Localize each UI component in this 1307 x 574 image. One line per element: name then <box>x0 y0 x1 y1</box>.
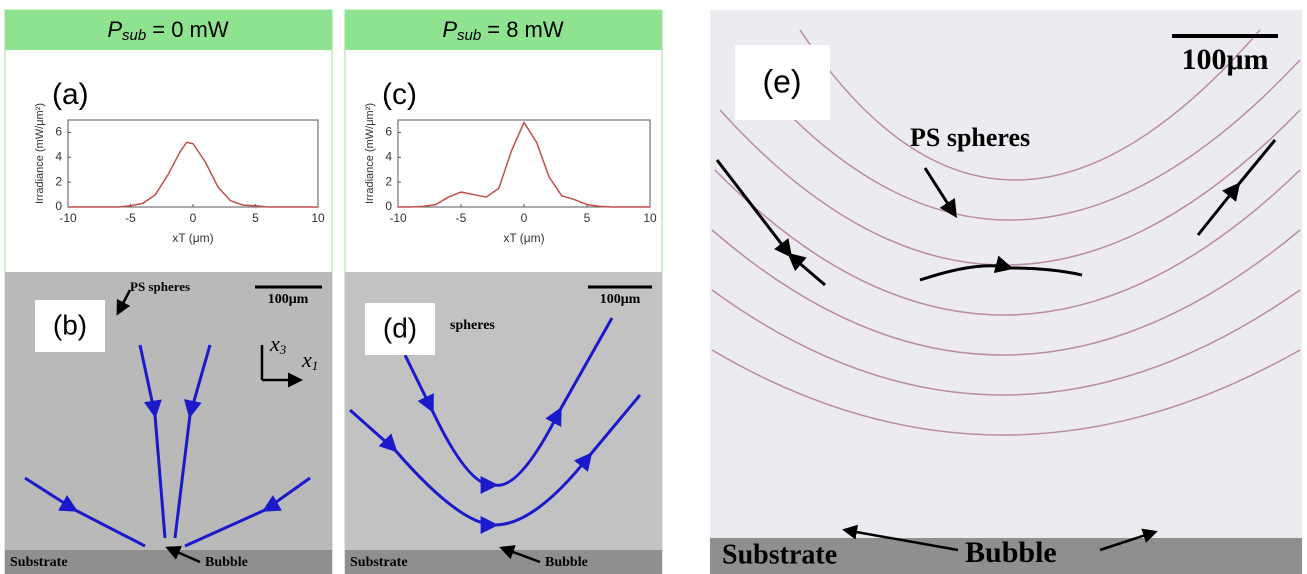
y-axis-label: Irradiance (mW/μm²) <box>34 103 46 204</box>
y-tick-label: 0 <box>385 199 392 213</box>
panel-label: (a) <box>52 78 89 111</box>
annotation: spheres <box>450 318 495 333</box>
x-tick-label: -5 <box>456 211 467 225</box>
annotation: Bubble <box>205 555 248 570</box>
panel-label: (b) <box>53 309 87 340</box>
x-axis-label: xT (μm) <box>503 231 544 245</box>
y-axis-label: Irradiance (mW/μm²) <box>364 103 376 204</box>
figure: Psub= 0 mW Psub= 8 mW (a) (c) (b) PS sph… <box>0 0 1307 574</box>
x-tick-label: 10 <box>311 211 325 225</box>
x-tick-label: 10 <box>643 211 657 225</box>
y-tick-label: 6 <box>385 125 392 139</box>
panel-label: (c) <box>382 78 417 111</box>
panel-label: (d) <box>383 312 417 343</box>
y-tick-label: 2 <box>55 174 62 188</box>
y-tick-label: 4 <box>55 149 62 163</box>
x-tick-label: 5 <box>584 211 591 225</box>
annotation: PS spheres <box>910 123 1030 152</box>
x-tick-label: -5 <box>125 211 136 225</box>
annotation: Substrate <box>10 555 68 570</box>
annotation: Bubble <box>965 536 1057 569</box>
annotation: Substrate <box>350 555 408 570</box>
x-tick-label: 5 <box>252 211 259 225</box>
x-axis-label: xT (μm) <box>172 231 213 245</box>
annotation: Substrate <box>722 539 837 570</box>
scale-label: 100μm <box>268 292 309 307</box>
y-tick-label: 0 <box>55 199 62 213</box>
y-tick-label: 6 <box>55 125 62 139</box>
scale-label: 100μm <box>600 292 641 307</box>
annotation: PS spheres <box>130 279 190 294</box>
x-tick-label: 0 <box>521 211 528 225</box>
panel-label: (e) <box>762 63 801 99</box>
scale-label: 100μm <box>1182 43 1269 76</box>
y-tick-label: 2 <box>385 174 392 188</box>
y-tick-label: 4 <box>385 149 392 163</box>
x-tick-label: -10 <box>59 211 77 225</box>
x-tick-label: 0 <box>190 211 197 225</box>
x-tick-label: -10 <box>389 211 407 225</box>
annotation: Bubble <box>545 555 588 570</box>
